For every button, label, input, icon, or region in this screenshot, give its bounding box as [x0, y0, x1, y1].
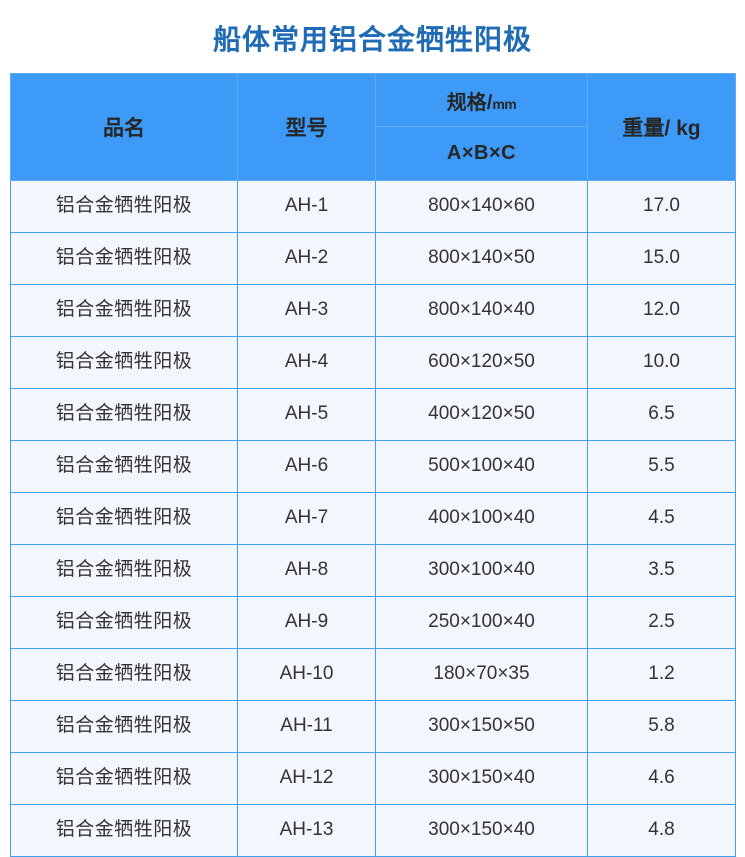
cell-model: AH-1 — [237, 180, 376, 233]
cell-weight: 6.5 — [587, 388, 736, 441]
cell-spec: 250×100×40 — [375, 596, 588, 649]
cell-name: 铝合金牺牲阳极 — [10, 804, 238, 857]
column-header-name: 品名 — [10, 73, 238, 181]
table-row: 铝合金牺牲阳极 AH-2 800×140×50 15.0 — [10, 232, 736, 285]
cell-model: AH-7 — [237, 492, 376, 545]
unit-mm-label: mm — [492, 95, 517, 112]
cell-model: AH-3 — [237, 284, 376, 337]
table-row: 铝合金牺牲阳极 AH-8 300×100×40 3.5 — [10, 544, 736, 597]
cell-spec: 400×100×40 — [375, 492, 588, 545]
column-header-spec-dimensions: A×B×C — [375, 126, 588, 181]
cell-weight: 15.0 — [587, 232, 736, 285]
column-header-spec-label: 规格/ — [446, 91, 493, 114]
cell-weight: 12.0 — [587, 284, 736, 337]
page-title: 船体常用铝合金牺牲阳极 — [212, 24, 532, 55]
cell-model: AH-6 — [237, 440, 376, 493]
table-row: 铝合金牺牲阳极 AH-3 800×140×40 12.0 — [10, 284, 736, 337]
cell-weight: 5.5 — [587, 440, 736, 493]
cell-model: AH-9 — [237, 596, 376, 649]
cell-model: AH-13 — [237, 804, 376, 857]
table-header: 品名 型号 规格/mm 重量/ kg A×B×C — [10, 73, 736, 181]
cell-weight: 5.8 — [587, 700, 736, 753]
table-row: 铝合金牺牲阳极 AH-12 300×150×40 4.6 — [10, 752, 736, 805]
cell-spec: 400×120×50 — [375, 388, 588, 441]
cell-weight: 4.8 — [587, 804, 736, 857]
cell-name: 铝合金牺牲阳极 — [10, 232, 238, 285]
cell-name: 铝合金牺牲阳极 — [10, 284, 238, 337]
cell-model: AH-10 — [237, 648, 376, 701]
cell-weight: 3.5 — [587, 544, 736, 597]
cell-weight: 1.2 — [587, 648, 736, 701]
cell-name: 铝合金牺牲阳极 — [10, 700, 238, 753]
cell-name: 铝合金牺牲阳极 — [10, 648, 238, 701]
cell-model: AH-8 — [237, 544, 376, 597]
cell-weight: 4.6 — [587, 752, 736, 805]
table-row: 铝合金牺牲阳极 AH-5 400×120×50 6.5 — [10, 388, 736, 441]
cell-weight: 10.0 — [587, 336, 736, 389]
cell-name: 铝合金牺牲阳极 — [10, 544, 238, 597]
cell-spec: 800×140×40 — [375, 284, 588, 337]
cell-name: 铝合金牺牲阳极 — [10, 596, 238, 649]
cell-model: AH-2 — [237, 232, 376, 285]
table-row: 铝合金牺牲阳极 AH-6 500×100×40 5.5 — [10, 440, 736, 493]
table-row: 铝合金牺牲阳极 AH-9 250×100×40 2.5 — [10, 596, 736, 649]
cell-name: 铝合金牺牲阳极 — [10, 336, 238, 389]
cell-name: 铝合金牺牲阳极 — [10, 180, 238, 233]
cell-spec: 180×70×35 — [375, 648, 588, 701]
cell-spec: 300×150×40 — [375, 752, 588, 805]
spec-table-container: 品名 型号 规格/mm 重量/ kg A×B×C 铝合金牺牲阳极 AH-1 80… — [10, 73, 736, 857]
table-row: 铝合金牺牲阳极 AH-7 400×100×40 4.5 — [10, 492, 736, 545]
column-header-weight: 重量/ kg — [587, 73, 736, 181]
table-row: 铝合金牺牲阳极 AH-4 600×120×50 10.0 — [10, 336, 736, 389]
cell-spec: 800×140×60 — [375, 180, 588, 233]
specification-table: 品名 型号 规格/mm 重量/ kg A×B×C 铝合金牺牲阳极 AH-1 80… — [10, 73, 736, 857]
cell-model: AH-11 — [237, 700, 376, 753]
cell-name: 铝合金牺牲阳极 — [10, 388, 238, 441]
table-header-row-2: A×B×C — [11, 126, 736, 181]
cell-model: AH-12 — [237, 752, 376, 805]
cell-model: AH-4 — [237, 336, 376, 389]
cell-spec: 800×140×50 — [375, 232, 588, 285]
cell-weight: 4.5 — [587, 492, 736, 545]
cell-weight: 2.5 — [587, 596, 736, 649]
cell-name: 铝合金牺牲阳极 — [10, 492, 238, 545]
cell-spec: 300×150×40 — [375, 804, 588, 857]
table-row: 铝合金牺牲阳极 AH-1 800×140×60 17.0 — [10, 180, 736, 233]
cell-spec: 300×100×40 — [375, 544, 588, 597]
cell-name: 铝合金牺牲阳极 — [10, 440, 238, 493]
cell-spec: 300×150×50 — [375, 700, 588, 753]
column-header-spec-unit: 规格/mm — [375, 73, 588, 127]
cell-spec: 600×120×50 — [375, 336, 588, 389]
cell-model: AH-5 — [237, 388, 376, 441]
cell-weight: 17.0 — [587, 180, 736, 233]
table-header-row-1: 品名 型号 规格/mm 重量/ kg — [10, 73, 736, 181]
table-row: 铝合金牺牲阳极 AH-13 300×150×40 4.8 — [10, 804, 736, 857]
table-body: 铝合金牺牲阳极 AH-1 800×140×60 17.0 铝合金牺牲阳极 AH-… — [10, 180, 736, 857]
table-row: 铝合金牺牲阳极 AH-10 180×70×35 1.2 — [10, 648, 736, 701]
cell-name: 铝合金牺牲阳极 — [10, 752, 238, 805]
table-row: 铝合金牺牲阳极 AH-11 300×150×50 5.8 — [10, 700, 736, 753]
cell-spec: 500×100×40 — [375, 440, 588, 493]
column-header-model: 型号 — [237, 73, 376, 181]
